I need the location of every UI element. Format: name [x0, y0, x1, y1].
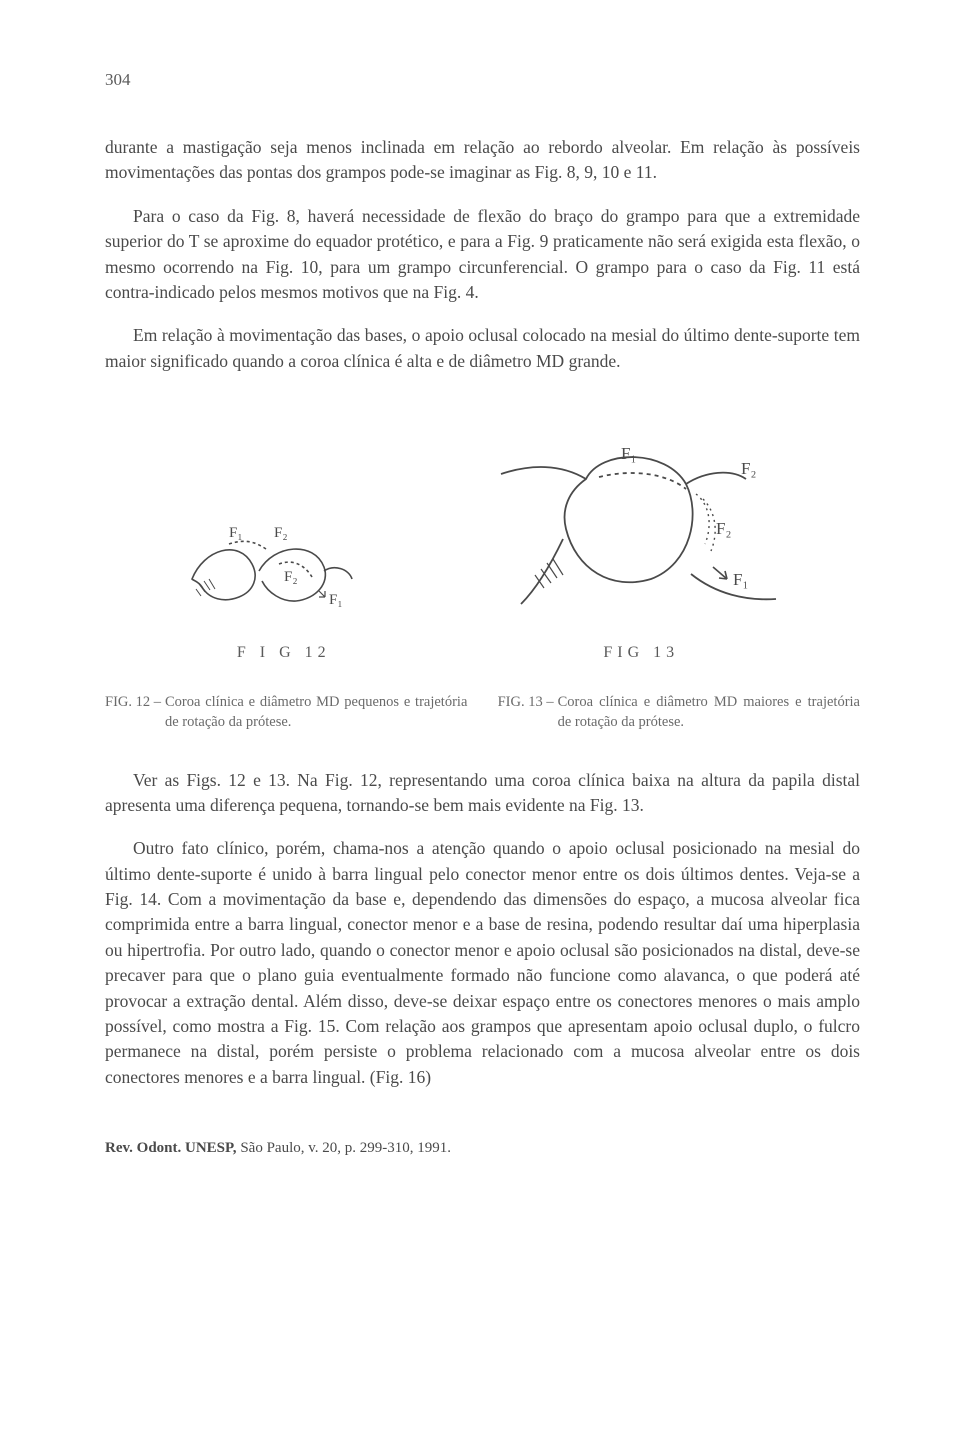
- paragraph-3: Em relação à movimentação das bases, o a…: [105, 323, 860, 374]
- figure-13: F₁ F₂ F₂ F₁ FIG 13: [491, 429, 791, 662]
- paragraph-1: durante a mastigação seja menos inclinad…: [105, 135, 860, 186]
- figure-13-diagram: F₁ F₂ F₂ F₁: [491, 429, 791, 629]
- paragraph-2: Para o caso da Fig. 8, haverá necessidad…: [105, 204, 860, 306]
- fig12-ann-f2a: F₂: [274, 525, 288, 541]
- fig13-ann-f1b: F₁: [733, 570, 748, 589]
- page: 304 durante a mastigação seja menos incl…: [0, 0, 960, 1433]
- caption-13: FIG. 13 – Coroa clínica e diâmetro MD ma…: [498, 692, 860, 733]
- footer-rest: São Paulo, v. 20, p. 299-310, 1991.: [237, 1140, 451, 1156]
- caption-13-text: Coroa clínica e diâmetro MD maiores e tr…: [558, 692, 860, 733]
- fig13-ann-f2b: F₂: [716, 519, 731, 538]
- fig13-ann-f2a: F₂: [741, 459, 756, 478]
- captions-row: FIG. 12 – Coroa clínica e diâmetro MD pe…: [105, 692, 860, 733]
- caption-13-prefix: FIG. 13 –: [498, 692, 554, 733]
- figures-row: F₁ F₂ F₂ F₁ F I G 12: [105, 429, 860, 662]
- figure-13-label: FIG 13: [603, 644, 679, 662]
- figure-12: F₁ F₂ F₂ F₁ F I G 12: [174, 509, 394, 662]
- figure-12-diagram: F₁ F₂ F₂ F₁: [174, 509, 394, 629]
- caption-12-prefix: FIG. 12 –: [105, 692, 161, 733]
- caption-12: FIG. 12 – Coroa clínica e diâmetro MD pe…: [105, 692, 467, 733]
- fig13-ann-f1a: F₁: [621, 444, 636, 463]
- footer-bold: Rev. Odont. UNESP,: [105, 1140, 237, 1156]
- figure-12-label: F I G 12: [237, 644, 331, 662]
- caption-12-text: Coroa clínica e diâmetro MD pequenos e t…: [165, 692, 467, 733]
- page-number: 304: [105, 70, 860, 90]
- footer-reference: Rev. Odont. UNESP, São Paulo, v. 20, p. …: [105, 1140, 860, 1157]
- paragraph-5: Outro fato clínico, porém, chama-nos a a…: [105, 836, 860, 1090]
- fig12-ann-f1a: F₁: [229, 525, 243, 541]
- fig12-ann-f1b: F₁: [329, 592, 343, 608]
- fig12-ann-f2b: F₂: [284, 569, 298, 585]
- paragraph-4: Ver as Figs. 12 e 13. Na Fig. 12, repres…: [105, 768, 860, 819]
